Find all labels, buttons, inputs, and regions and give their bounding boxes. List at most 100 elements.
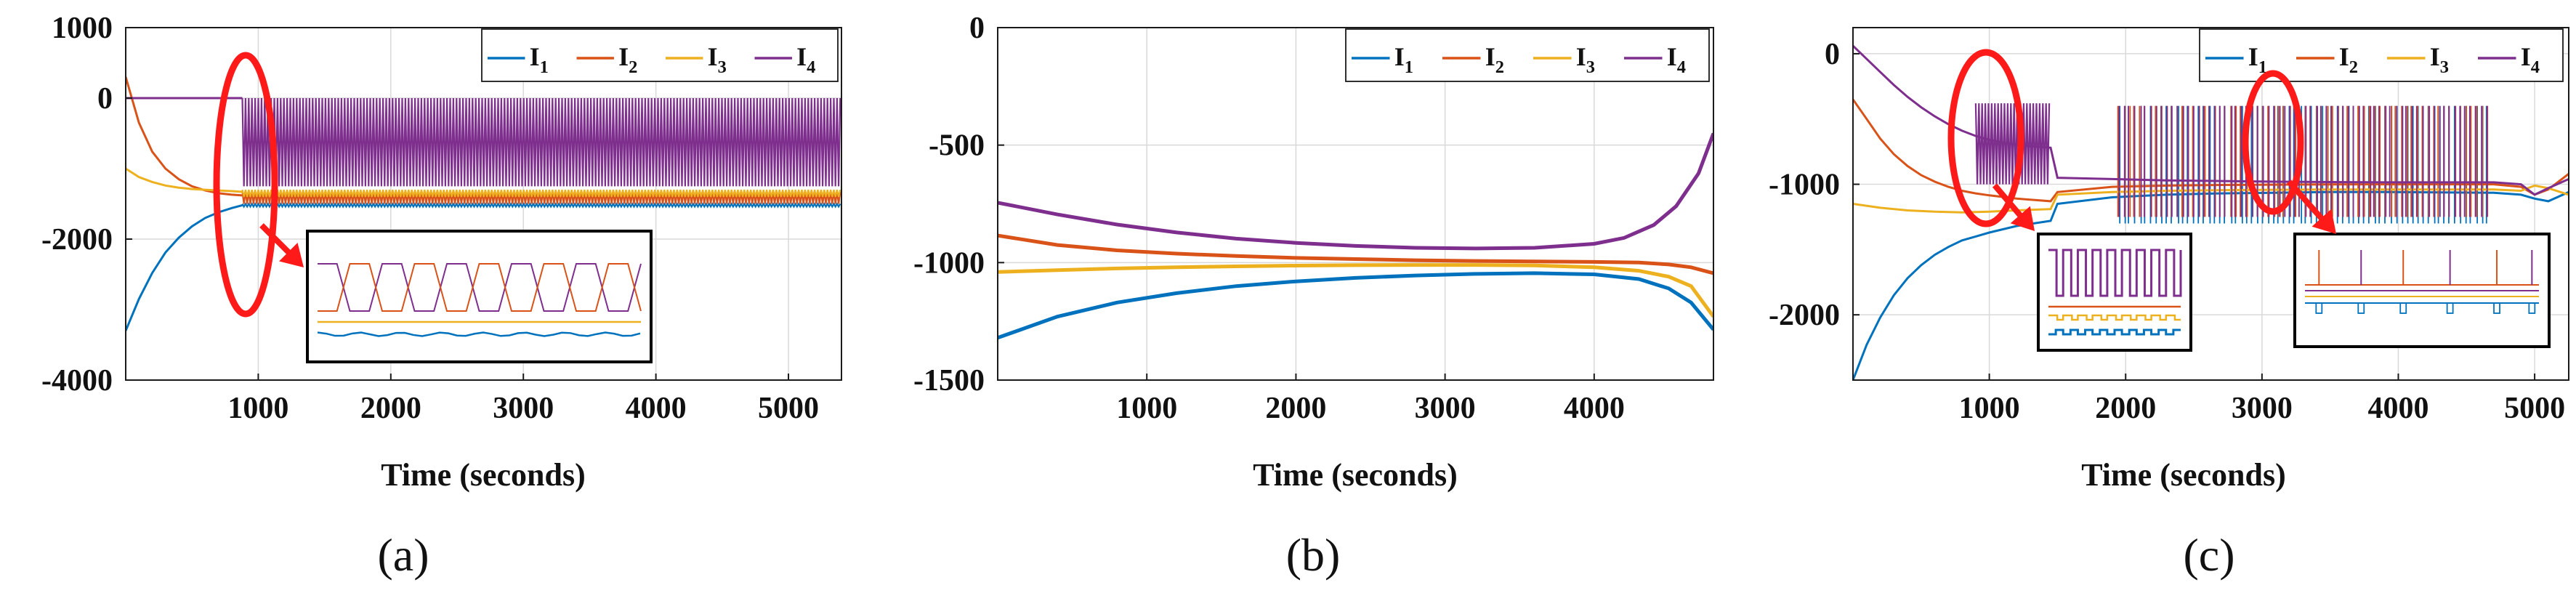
highlight-ellipse	[213, 52, 278, 318]
legend-label-I3: I3	[1576, 42, 1595, 77]
series-line-I4	[998, 132, 1713, 251]
y-tick-label: 1000	[52, 12, 113, 45]
y-tick-label: 0	[97, 82, 113, 116]
plot-area	[998, 132, 1713, 340]
inset-trace-I1	[2048, 328, 2181, 336]
legend-label-I3: I3	[708, 42, 727, 77]
highlight-ellipse	[2242, 70, 2304, 215]
panel-a: 1000 2000 3000 4000 5000 1000 0 -2000 -4000 Time …	[41, 12, 842, 581]
inset-dip	[2357, 302, 2365, 314]
x-tick-label: 1000	[227, 392, 288, 425]
series-I3	[126, 167, 841, 198]
legend-label-I1: I1	[1394, 42, 1413, 77]
zoom-inset	[306, 230, 653, 363]
ticks: 1000 2000 3000 4000 5000 1000 0 -2000 -4000	[41, 12, 819, 425]
ticks: 1000 2000 3000 4000 0 -500 -1000 -1500	[913, 12, 1625, 425]
ticks: 1000 2000 3000 4000 5000 0 -1000 -2000	[1769, 38, 2565, 425]
x-tick-label: 2000	[2095, 392, 2156, 425]
series-I2	[998, 233, 1713, 275]
inset-dip	[2528, 302, 2536, 314]
x-tick-label: 5000	[758, 392, 819, 425]
series-line-I2	[1853, 98, 2569, 203]
inset-trace-I2	[318, 263, 642, 312]
y-tick-label: -2000	[1769, 299, 1840, 332]
zoom-inset	[2037, 233, 2192, 352]
series-line-I3	[998, 263, 1713, 318]
inset-trace-I3	[2048, 314, 2181, 321]
inset-dip	[2315, 302, 2323, 314]
x-tick-label: 3000	[493, 392, 554, 425]
axes-frame	[125, 27, 842, 381]
zoom-inset	[2293, 233, 2551, 348]
y-tick-label: -1000	[1769, 169, 1840, 202]
inset-trace-I4	[2048, 249, 2182, 297]
inset-dip	[2399, 302, 2407, 314]
series-line-I1	[1853, 190, 2569, 380]
legend-label-I4: I4	[1667, 42, 1686, 77]
x-axis-title: Time (seconds)	[381, 457, 586, 493]
y-tick-label: -1500	[913, 364, 985, 398]
x-tick-label: 4000	[1564, 392, 1625, 425]
oscillation-band-I3	[241, 189, 841, 198]
legend-label-I3: I3	[2430, 42, 2449, 77]
oscillation-band-I4	[241, 97, 841, 187]
legend-box	[481, 28, 839, 82]
x-tick-label: 4000	[2367, 392, 2428, 425]
x-axis-title: Time (seconds)	[2081, 457, 2286, 493]
panel-label: (a)	[377, 529, 429, 581]
y-tick-label: -4000	[41, 364, 113, 398]
series-I1	[126, 202, 841, 331]
x-tick-label: 3000	[2232, 392, 2293, 425]
legend-label-I1: I1	[530, 42, 549, 77]
series-line-I1	[126, 203, 243, 331]
axes-frame	[1852, 27, 2569, 381]
x-tick-label: 1000	[1116, 392, 1177, 425]
y-tick-label: -2000	[41, 223, 113, 257]
series-I1	[998, 271, 1713, 340]
inset-dip	[2493, 302, 2500, 314]
plot-area	[1853, 45, 2569, 380]
panel-label: (b)	[1286, 529, 1341, 581]
legend-label-I4: I4	[2521, 42, 2540, 77]
legend-label-I2: I2	[1485, 42, 1504, 77]
oscillation-band-I2	[241, 191, 841, 204]
oscillation-band-I4	[1974, 103, 2051, 185]
x-tick-label: 3000	[1415, 392, 1476, 425]
series-line-I2	[998, 233, 1713, 275]
callout-arrowhead	[2311, 209, 2336, 234]
zoom-inset-frame	[306, 230, 653, 363]
inset-dip	[2446, 302, 2454, 314]
legend: I1 I2 I3 I4	[1345, 28, 1710, 82]
y-tick-label: -500	[929, 129, 985, 163]
series-line-I1	[998, 271, 1713, 340]
panel-label: (c)	[2183, 529, 2234, 581]
x-tick-label: 4000	[626, 392, 687, 425]
legend: I1 I2 I3 I4	[2199, 28, 2564, 82]
panel-c: 1000 2000 3000 4000 5000 0 -1000 -2000 Time (sec…	[1769, 27, 2569, 581]
legend-box	[1345, 28, 1710, 82]
series-I4	[126, 97, 841, 187]
legend-box	[2199, 28, 2564, 82]
inset-trace-I4	[318, 263, 642, 312]
series-I2	[126, 76, 841, 204]
y-tick-label: 0	[1825, 38, 1840, 71]
plot-area	[126, 76, 841, 331]
series-I3	[998, 263, 1713, 318]
legend-label-I2: I2	[2339, 42, 2358, 77]
series-line-I2	[126, 76, 243, 197]
legend-label-I1: I1	[2248, 42, 2267, 77]
x-tick-label: 1000	[1959, 392, 2020, 425]
x-axis-title: Time (seconds)	[1253, 457, 1458, 493]
series-I4	[1853, 45, 2569, 217]
panel-b: 1000 2000 3000 4000 0 -500 -1000 -1500 Time (sec…	[913, 12, 1714, 581]
y-tick-label: -1000	[913, 246, 985, 280]
x-tick-label: 5000	[2504, 392, 2565, 425]
oscillation-band-I1	[241, 202, 841, 209]
legend-label-I4: I4	[796, 42, 815, 77]
inset-trace-I1	[317, 331, 641, 337]
series-line-I3	[126, 167, 243, 193]
callout-arrowhead	[279, 243, 304, 267]
y-tick-label: 0	[969, 12, 985, 45]
series-line-I4	[1853, 45, 2569, 196]
